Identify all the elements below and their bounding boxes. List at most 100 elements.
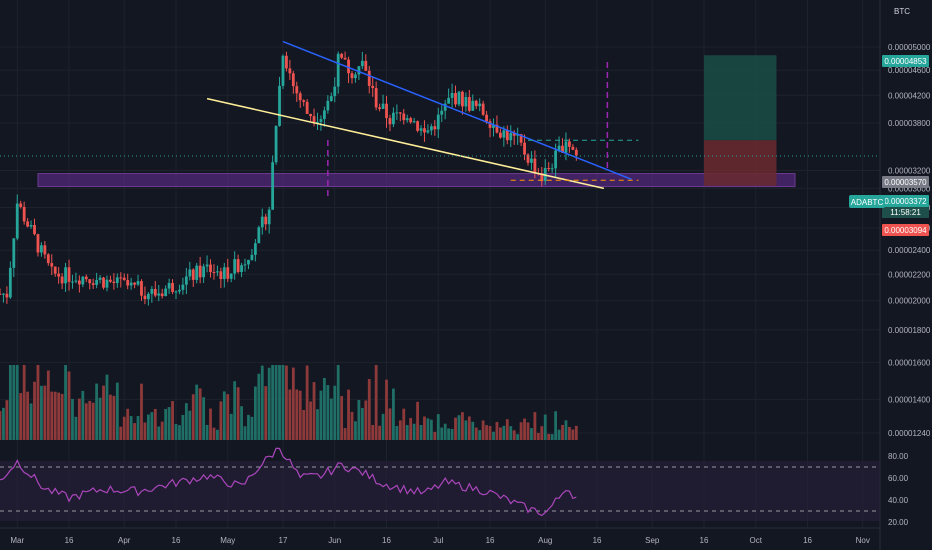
- candle-body: [388, 118, 392, 125]
- candle-body: [271, 162, 275, 210]
- volume-bar: [126, 408, 130, 440]
- time-tick-label: Sep: [645, 536, 660, 545]
- candle-body: [257, 227, 261, 244]
- volume-bar: [143, 422, 147, 440]
- candle-body: [57, 273, 61, 277]
- candle-body: [126, 280, 130, 286]
- volume-bar: [530, 428, 533, 440]
- candle-body: [29, 224, 33, 227]
- candle-body: [574, 149, 578, 156]
- volume-bar: [426, 418, 430, 440]
- countdown-box: [882, 207, 929, 218]
- candle-body: [329, 96, 333, 101]
- volume-bar: [29, 403, 33, 440]
- symbol-name: ADABTC: [851, 198, 884, 207]
- volume-bar: [233, 381, 237, 440]
- time-tick-label: May: [220, 536, 235, 545]
- candle-body: [178, 289, 181, 292]
- candle-body: [502, 130, 506, 138]
- candle-body: [295, 86, 299, 94]
- volume-bar: [15, 365, 19, 440]
- volume-bar: [205, 424, 209, 440]
- volume-bar: [57, 392, 61, 440]
- price-tag-label: 0.00003372: [884, 197, 927, 206]
- support-zone[interactable]: [37, 173, 796, 188]
- price-tick-label: 0.00002400: [888, 246, 931, 255]
- volume-bar: [354, 421, 357, 440]
- volume-bar: [509, 426, 513, 440]
- volume-bar: [416, 401, 419, 440]
- trendlines-layer[interactable]: [0, 40, 880, 200]
- time-axis[interactable]: Mar 16 Apr 16 May 17 Jun 16 Jul 16 Aug 16 Sep 16 Oct 16…: [10, 536, 869, 545]
- support-trendline[interactable]: [206, 97, 605, 190]
- volume-bar: [136, 416, 140, 440]
- rsi-pane: [0, 447, 880, 517]
- candle-body: [216, 271, 219, 273]
- volume-bar: [2, 407, 5, 440]
- candle-body: [554, 150, 558, 169]
- volume-bar: [129, 416, 133, 440]
- long-position-stop-zone[interactable]: [704, 140, 777, 186]
- drawings-layer: [37, 55, 796, 188]
- candle-body: [264, 216, 268, 225]
- resistance-trendline[interactable]: [282, 40, 632, 181]
- volume-bar: [364, 400, 368, 440]
- candle-body: [212, 272, 216, 274]
- candle-body: [302, 100, 306, 102]
- volume-bar: [160, 421, 164, 440]
- volume-histogram: [0, 365, 578, 440]
- candle-body: [164, 288, 168, 297]
- candle-body: [333, 86, 337, 97]
- candle-body: [278, 85, 281, 126]
- candle-body: [98, 277, 102, 280]
- volume-bar: [561, 424, 564, 440]
- price-candles[interactable]: [0, 51, 578, 306]
- candle-body: [454, 93, 457, 105]
- volume-bar: [195, 384, 199, 440]
- candle-body: [60, 276, 64, 284]
- price-tags: 0.00004853 0.00003570 0.00003372 11:58:21 0.…: [882, 55, 929, 236]
- candle-body: [423, 128, 426, 133]
- volume-bar: [326, 385, 330, 440]
- volume-bar: [433, 431, 437, 440]
- volume-bar: [464, 420, 468, 440]
- volume-bar: [305, 365, 309, 440]
- candle-body: [433, 126, 437, 130]
- volume-bar: [316, 409, 319, 440]
- candle-body: [498, 132, 502, 138]
- volume-bar: [333, 385, 337, 440]
- candle-body: [140, 281, 143, 296]
- volume-bar: [19, 393, 23, 440]
- candle-body: [505, 130, 509, 141]
- volume-bar: [516, 434, 520, 440]
- volume-bar: [409, 417, 413, 440]
- long-position-target-zone[interactable]: [704, 55, 777, 141]
- candle-body: [488, 121, 492, 128]
- volume-bar: [164, 408, 168, 440]
- time-tick-label: Oct: [750, 536, 763, 545]
- volume-bar: [488, 426, 492, 440]
- volume-bar: [60, 393, 64, 440]
- volume-bar: [502, 425, 506, 440]
- candle-body: [26, 221, 30, 227]
- candle-body: [467, 96, 471, 111]
- volume-bar: [336, 365, 340, 440]
- volume-bar: [512, 430, 516, 440]
- price-tick-label: 0.00004200: [888, 91, 931, 100]
- candle-body: [350, 73, 354, 79]
- candle-body: [540, 173, 544, 182]
- price-tag: [882, 55, 929, 67]
- candle-body: [381, 103, 385, 109]
- volume-bar: [519, 422, 523, 440]
- volume-bar: [102, 385, 105, 440]
- candle-body: [53, 266, 57, 274]
- price-axis[interactable]: 0.00005000 0.00004600 0.00004200 0.00003800…: [888, 43, 931, 438]
- time-tick-label: 16: [700, 536, 709, 545]
- candle-body: [250, 254, 254, 260]
- candle-body: [195, 265, 199, 280]
- volume-bar: [402, 408, 406, 440]
- volume-bar: [543, 414, 547, 440]
- candle-body: [205, 264, 209, 267]
